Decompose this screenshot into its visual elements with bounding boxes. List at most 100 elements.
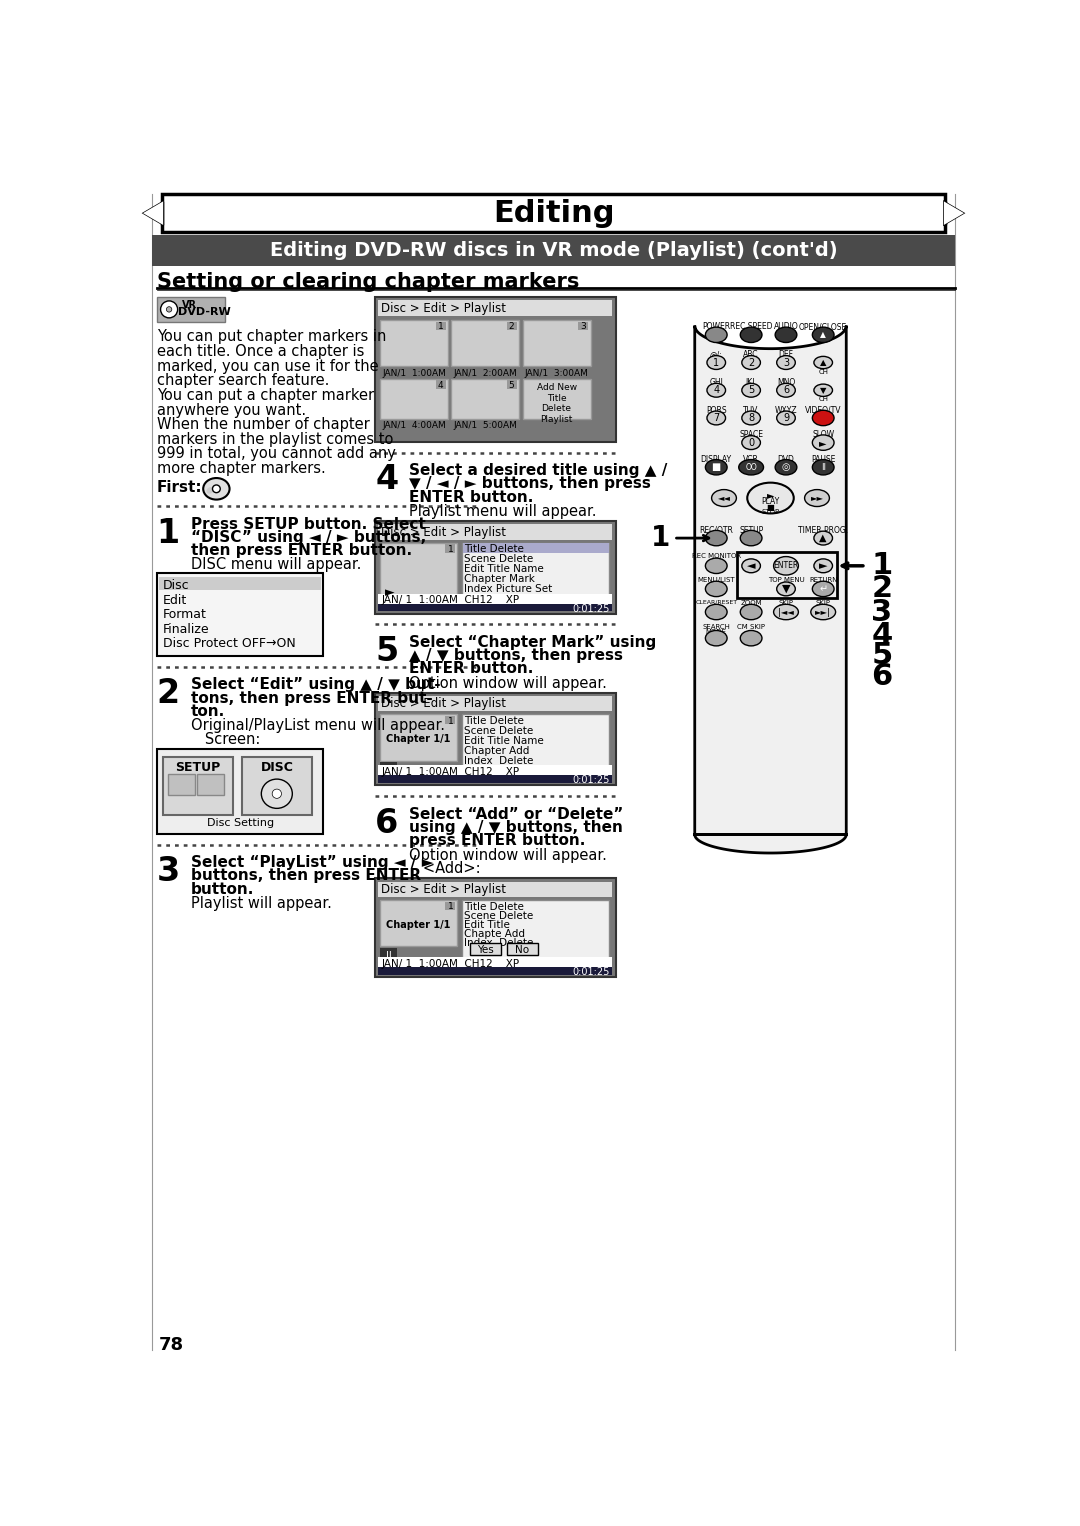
Text: ◄: ◄ bbox=[747, 562, 755, 571]
Text: Yes: Yes bbox=[477, 945, 494, 955]
Text: Select a desired title using ▲ /: Select a desired title using ▲ / bbox=[409, 464, 667, 478]
Text: 6: 6 bbox=[872, 662, 892, 691]
Text: <Add>:: <Add>: bbox=[409, 862, 481, 876]
Text: Press SETUP button. Select: Press SETUP button. Select bbox=[191, 516, 426, 531]
Text: ►: ► bbox=[819, 562, 827, 571]
Ellipse shape bbox=[705, 581, 727, 597]
Text: ▲: ▲ bbox=[821, 330, 826, 339]
Text: 5: 5 bbox=[748, 385, 754, 395]
Bar bbox=[375, 298, 616, 443]
Bar bbox=[159, 577, 321, 591]
Text: 5: 5 bbox=[509, 382, 514, 391]
Bar bbox=[378, 957, 612, 967]
Text: JAN/1  4:00AM: JAN/1 4:00AM bbox=[382, 421, 446, 430]
Ellipse shape bbox=[707, 356, 726, 369]
Text: 1: 1 bbox=[157, 516, 180, 549]
Text: Format: Format bbox=[163, 609, 206, 621]
Text: JAN/ 1  1:00AM  CH12    XP: JAN/ 1 1:00AM CH12 XP bbox=[381, 958, 519, 969]
Bar bbox=[375, 693, 616, 786]
Text: Option window will appear.: Option window will appear. bbox=[409, 847, 607, 862]
Text: PQRS: PQRS bbox=[706, 406, 727, 415]
Text: Index  Delete: Index Delete bbox=[464, 938, 534, 949]
Bar bbox=[380, 320, 448, 366]
Text: Title Delete: Title Delete bbox=[464, 545, 524, 554]
Text: MENU/LIST: MENU/LIST bbox=[698, 577, 735, 583]
Polygon shape bbox=[145, 203, 162, 223]
Bar bbox=[523, 320, 591, 366]
Text: button.: button. bbox=[191, 882, 254, 896]
Text: ►►: ►► bbox=[810, 493, 824, 502]
Text: 3: 3 bbox=[872, 598, 892, 627]
Text: 0:01:25: 0:01:25 bbox=[572, 775, 609, 786]
Text: ton.: ton. bbox=[191, 703, 225, 719]
Ellipse shape bbox=[272, 789, 282, 798]
Text: OPEN/CLOSE: OPEN/CLOSE bbox=[799, 322, 848, 331]
Text: 4: 4 bbox=[437, 382, 443, 391]
Bar bbox=[378, 882, 612, 897]
Text: 1: 1 bbox=[713, 357, 719, 368]
Text: marked, you can use it for the: marked, you can use it for the bbox=[157, 359, 378, 374]
Text: II: II bbox=[821, 462, 826, 472]
Text: markers in the playlist comes to: markers in the playlist comes to bbox=[157, 432, 393, 447]
Text: Original/PlayList menu will appear.: Original/PlayList menu will appear. bbox=[191, 719, 445, 734]
Bar bbox=[167, 774, 194, 795]
Text: 1: 1 bbox=[447, 717, 454, 726]
Text: REC SPEED: REC SPEED bbox=[730, 322, 772, 331]
Ellipse shape bbox=[261, 780, 293, 809]
Text: WXYZ: WXYZ bbox=[774, 406, 797, 415]
Text: 6: 6 bbox=[375, 807, 399, 839]
Text: Index  Delete: Index Delete bbox=[464, 755, 534, 766]
Text: GHI: GHI bbox=[710, 378, 724, 388]
Text: You can put a chapter marker: You can put a chapter marker bbox=[157, 388, 374, 403]
Text: II: II bbox=[386, 765, 391, 775]
Text: 7: 7 bbox=[713, 414, 719, 423]
Ellipse shape bbox=[814, 385, 833, 397]
Ellipse shape bbox=[740, 604, 762, 620]
Ellipse shape bbox=[739, 459, 764, 475]
Text: SEARCH: SEARCH bbox=[702, 624, 730, 630]
Text: using ▲ / ▼ buttons, then: using ▲ / ▼ buttons, then bbox=[409, 819, 623, 835]
Ellipse shape bbox=[777, 383, 795, 397]
Text: 1: 1 bbox=[651, 523, 670, 552]
Bar bbox=[578, 322, 589, 330]
Text: Edit Title Name: Edit Title Name bbox=[464, 565, 544, 574]
Ellipse shape bbox=[812, 410, 834, 426]
Bar bbox=[378, 525, 612, 540]
Ellipse shape bbox=[777, 581, 795, 595]
Bar bbox=[157, 749, 323, 833]
Text: Title Delete: Title Delete bbox=[464, 902, 524, 911]
Text: 6: 6 bbox=[783, 385, 789, 395]
Text: SKIP: SKIP bbox=[779, 600, 794, 606]
Text: AUDIO: AUDIO bbox=[773, 322, 798, 331]
Ellipse shape bbox=[811, 604, 836, 620]
Text: Disc Protect OFF→ON: Disc Protect OFF→ON bbox=[163, 638, 296, 650]
Ellipse shape bbox=[705, 630, 727, 645]
Ellipse shape bbox=[705, 604, 727, 620]
Text: Index Picture Set: Index Picture Set bbox=[464, 584, 553, 594]
Text: Disc > Edit > Playlist: Disc > Edit > Playlist bbox=[381, 526, 507, 539]
Bar bbox=[470, 943, 501, 955]
Text: PLAY: PLAY bbox=[761, 496, 780, 505]
Text: Disc > Edit > Playlist: Disc > Edit > Playlist bbox=[381, 302, 507, 314]
Text: 0:01:25: 0:01:25 bbox=[572, 967, 609, 977]
Ellipse shape bbox=[740, 630, 762, 645]
Text: CM SKIP: CM SKIP bbox=[738, 624, 765, 630]
Bar bbox=[378, 775, 612, 783]
Bar bbox=[163, 757, 232, 815]
Ellipse shape bbox=[213, 485, 220, 493]
Text: ENTER button.: ENTER button. bbox=[409, 661, 534, 676]
Text: Title Delete: Title Delete bbox=[464, 716, 524, 726]
Text: 5: 5 bbox=[872, 641, 892, 670]
Text: Chapter 1/1: Chapter 1/1 bbox=[387, 734, 450, 745]
Bar bbox=[378, 765, 612, 777]
Text: ABC: ABC bbox=[743, 349, 759, 359]
Text: Edit Title Name: Edit Title Name bbox=[464, 736, 544, 746]
Text: Disc > Edit > Playlist: Disc > Edit > Playlist bbox=[381, 884, 507, 896]
Ellipse shape bbox=[705, 327, 727, 342]
Polygon shape bbox=[945, 203, 962, 223]
Ellipse shape bbox=[814, 531, 833, 545]
Text: ▼ / ◄ / ► buttons, then press: ▼ / ◄ / ► buttons, then press bbox=[409, 476, 651, 491]
Text: DISPLAY: DISPLAY bbox=[701, 455, 732, 464]
Text: ▲: ▲ bbox=[820, 359, 826, 368]
Text: tons, then press ENTER but-: tons, then press ENTER but- bbox=[191, 691, 433, 705]
